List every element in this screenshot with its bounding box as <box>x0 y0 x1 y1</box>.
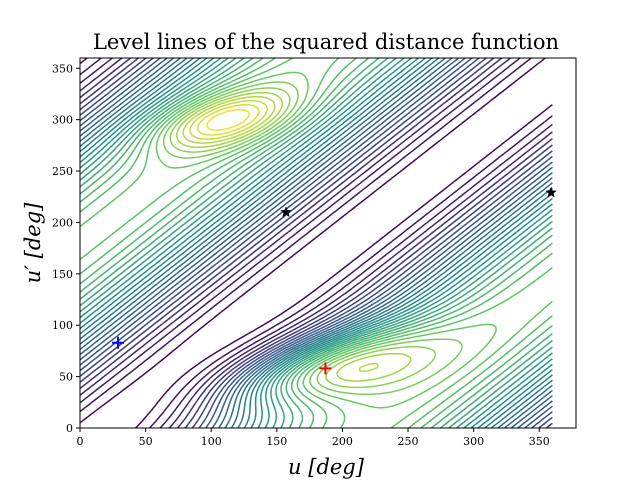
contour-level <box>80 58 553 428</box>
contour-level <box>80 58 553 428</box>
x-tick-label: 150 <box>266 435 287 448</box>
contour-level <box>80 58 553 428</box>
star-1-marker <box>280 206 292 217</box>
markers <box>112 186 557 375</box>
contour-level <box>80 58 553 428</box>
contour-level <box>175 91 412 382</box>
contour-level <box>80 58 553 428</box>
contour-level <box>80 58 553 428</box>
contour-level <box>80 58 553 428</box>
x-tick-label: 200 <box>332 435 353 448</box>
plot-frame <box>79 57 577 429</box>
contour-lines <box>80 58 553 428</box>
contour-level <box>182 95 379 372</box>
contour-level <box>80 58 553 428</box>
contour-level <box>80 58 553 428</box>
x-axis: 0 50 100 150 200 250 300 350 <box>77 428 550 448</box>
contour-level <box>80 58 553 428</box>
y-tick-label: 350 <box>52 62 73 75</box>
y-tick-label: 100 <box>52 319 73 332</box>
x-tick-label: 350 <box>529 435 550 448</box>
x-axis-label: u [deg] <box>288 455 365 479</box>
y-tick-label: 150 <box>52 268 73 281</box>
contour-level <box>155 71 497 409</box>
y-tick-label: 50 <box>59 371 73 384</box>
contour-level <box>80 58 553 428</box>
x-tick-label: 50 <box>139 435 153 448</box>
chart-title: Level lines of the squared distance func… <box>93 30 559 54</box>
blue-cross-marker <box>112 336 125 349</box>
x-tick-label: 100 <box>201 435 222 448</box>
contour-level <box>80 58 553 428</box>
y-tick-label: 250 <box>52 165 73 178</box>
star-2-marker <box>545 186 557 198</box>
contour-level <box>80 58 553 428</box>
contour-level <box>162 81 463 395</box>
contour-level <box>80 58 553 428</box>
red-cross-marker <box>319 362 332 375</box>
x-tick-label: 300 <box>463 435 484 448</box>
contour-level <box>80 58 553 428</box>
contour-level <box>80 58 553 428</box>
y-tick-label: 300 <box>52 114 73 127</box>
x-tick-label: 0 <box>77 435 84 448</box>
contour-level <box>80 58 553 428</box>
x-tick-label: 250 <box>398 435 419 448</box>
contour-level <box>80 58 553 428</box>
contour-level <box>189 99 269 140</box>
contour-level <box>80 58 553 428</box>
y-axis-label: u′ [deg] <box>21 202 45 283</box>
contour-level <box>205 108 251 131</box>
y-tick-label: 200 <box>52 216 73 229</box>
contour-level <box>169 87 437 389</box>
contour-level <box>80 58 553 428</box>
y-axis: 0 50 100 150 200 250 300 350 <box>52 62 80 435</box>
y-tick-label: 0 <box>66 422 73 435</box>
contour-level <box>196 104 260 136</box>
contour-level <box>80 58 553 428</box>
